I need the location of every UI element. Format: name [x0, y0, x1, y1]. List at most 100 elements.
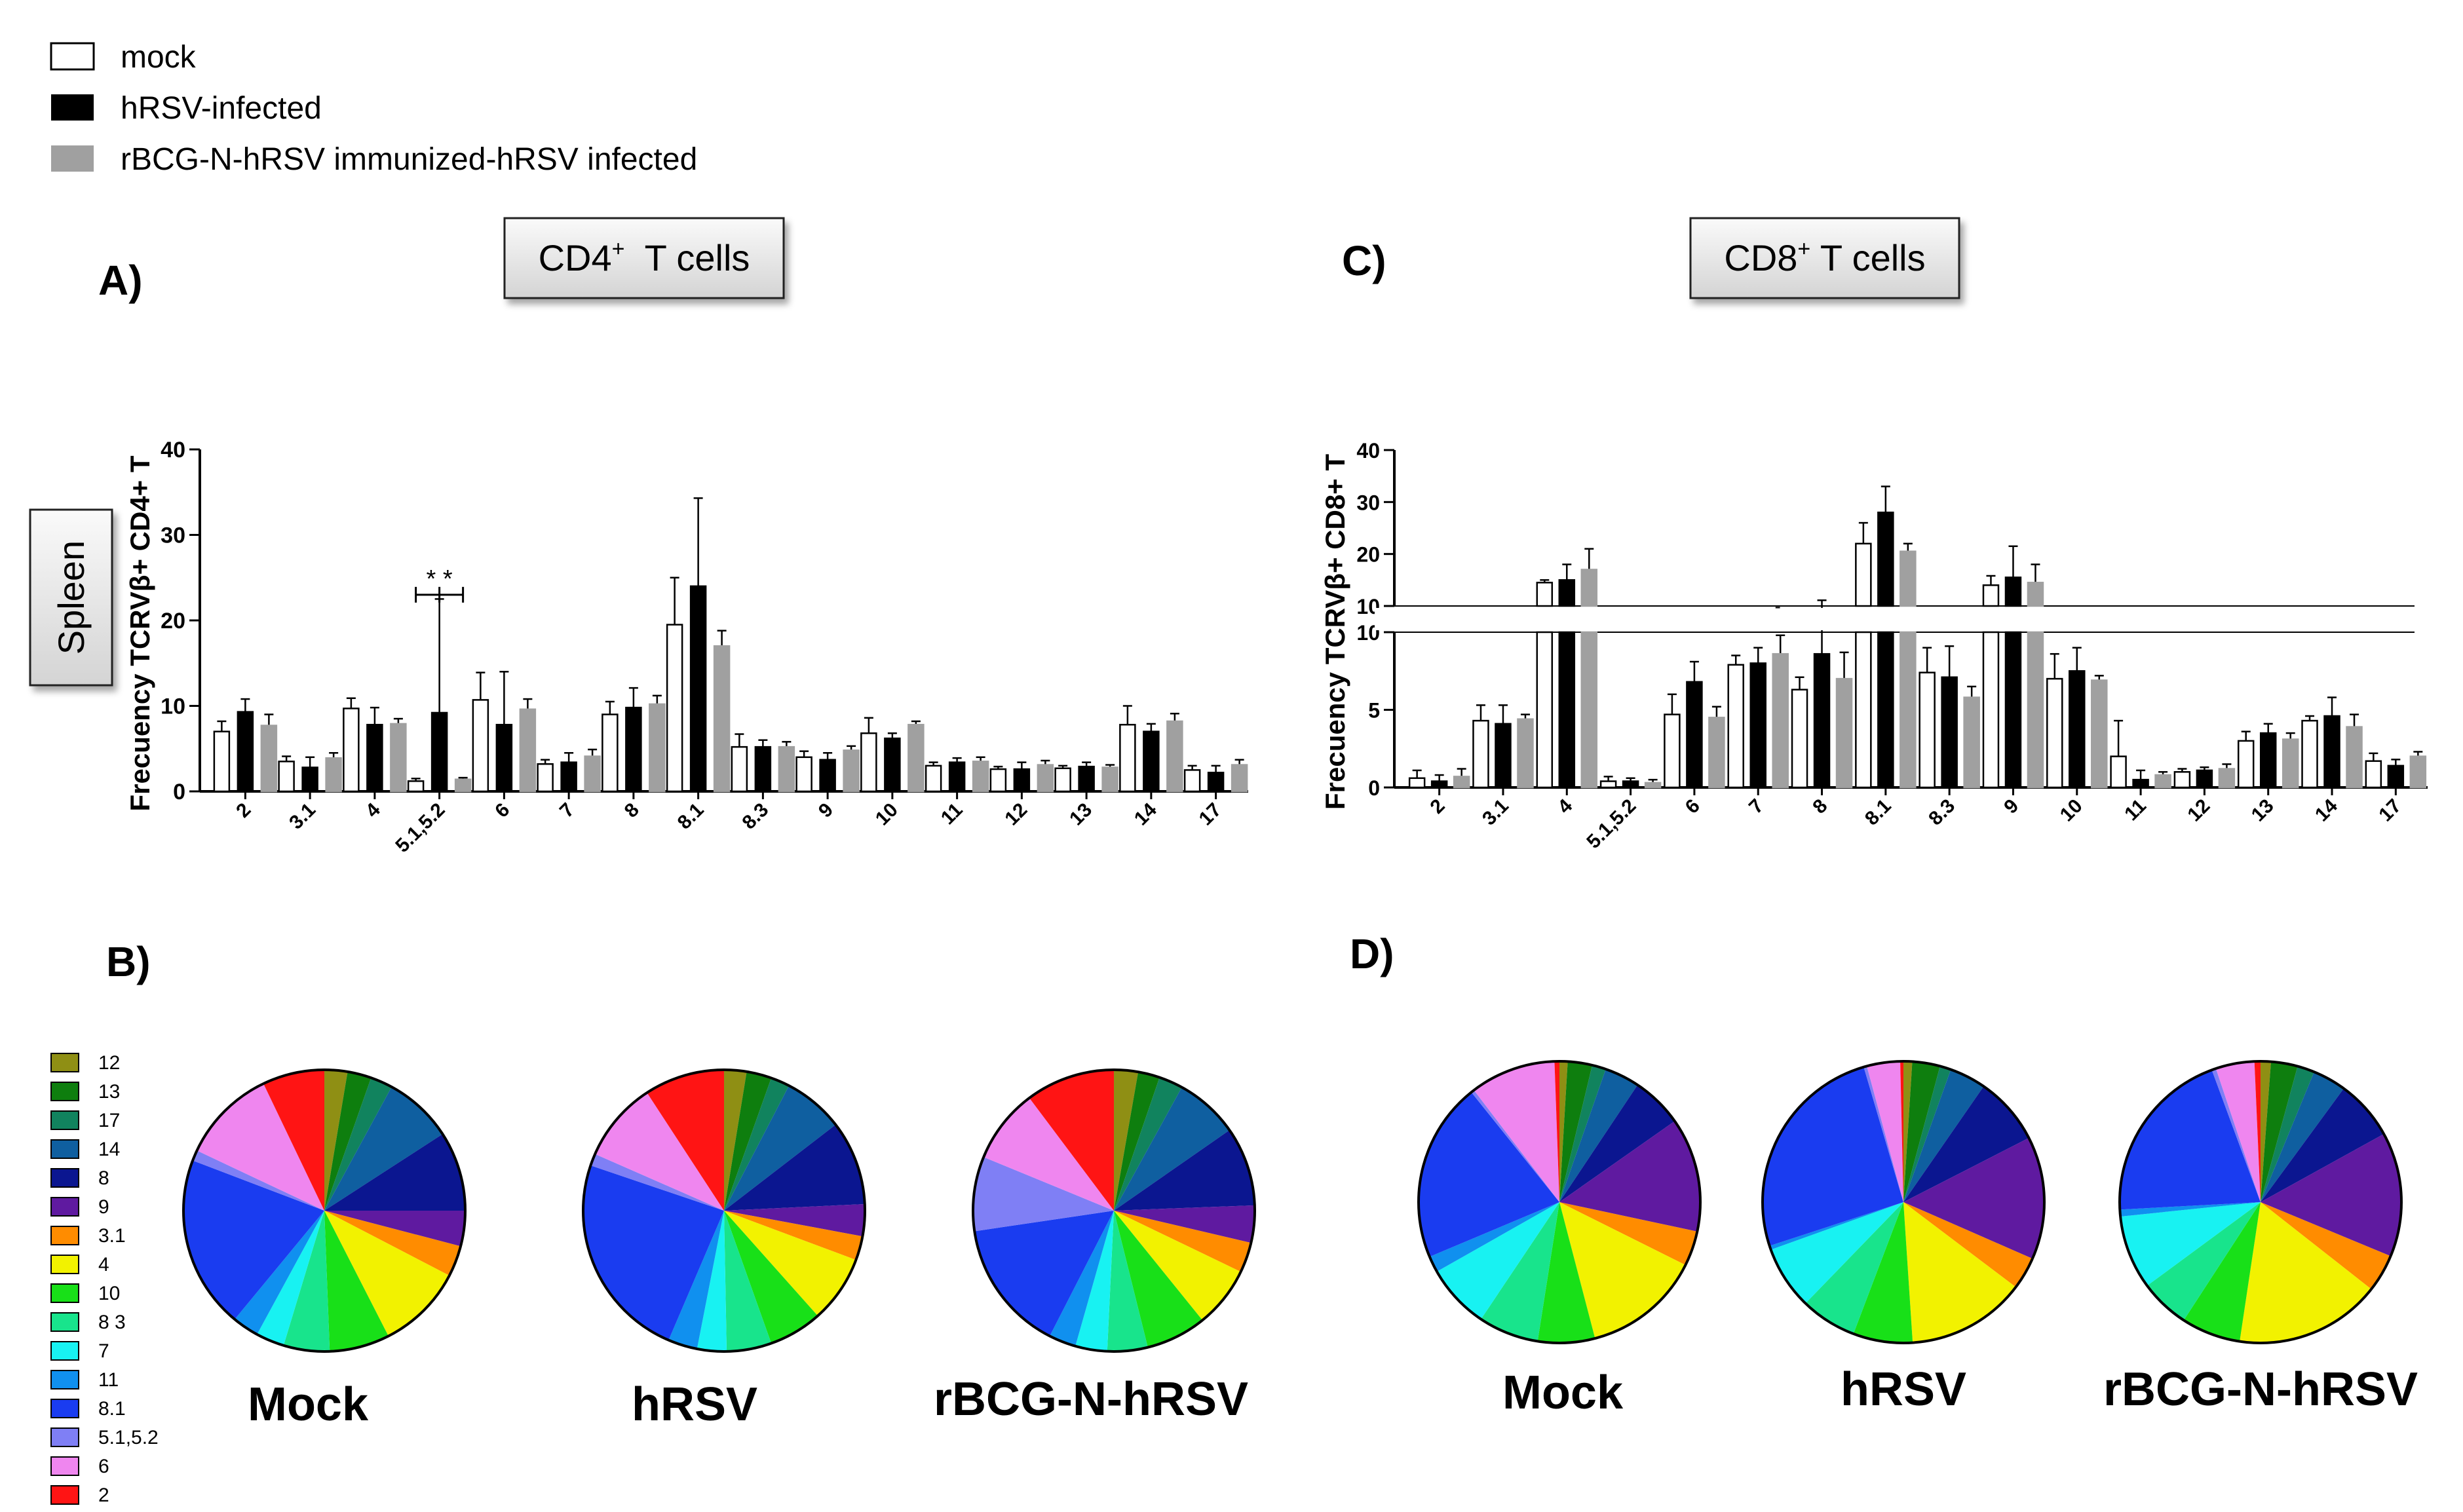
- pie-slice: [324, 1071, 372, 1211]
- pie-slice: [324, 1211, 461, 1276]
- pie-slice: [724, 1211, 818, 1344]
- cd4-title-suffix: T cells: [625, 237, 750, 278]
- svg-text:CD8+ T cells: CD8+ T cells: [1724, 236, 1925, 278]
- pie-slice: [324, 1070, 348, 1211]
- bar: [1644, 782, 1662, 789]
- bar: [325, 757, 342, 793]
- y-tick-label: 20: [1356, 543, 1380, 567]
- bar: [649, 703, 666, 793]
- pie-slice: [2261, 1066, 2314, 1202]
- x-tick-label: 13: [1065, 799, 1096, 830]
- pie-slice: [1559, 1061, 1568, 1202]
- bar: [278, 761, 295, 793]
- pie-slice: [1114, 1072, 1160, 1211]
- y-tick-label: 20: [161, 609, 185, 633]
- pie-slice: [1559, 1068, 1638, 1202]
- cd8-title-text: CD8: [1724, 237, 1797, 278]
- x-tick-label: 14: [2311, 795, 2342, 825]
- pie-slice: [1114, 1130, 1255, 1211]
- bar: [2346, 726, 2363, 789]
- pie-slice: [2211, 1068, 2261, 1202]
- bar-lower: [1900, 631, 1917, 789]
- pie-slice: [1114, 1087, 1230, 1211]
- x-tick-label: 4: [362, 799, 385, 822]
- pie-slice: [1050, 1211, 1114, 1346]
- pie-slice: [595, 1092, 724, 1211]
- pie-slice: [324, 1211, 465, 1247]
- pie-legend-label: 2: [98, 1484, 109, 1506]
- pie-label: rBCG-N-hRSV: [2103, 1363, 2418, 1416]
- bar: [1599, 780, 1617, 789]
- bar: [843, 749, 860, 793]
- pie-slice: [1481, 1202, 1559, 1342]
- x-tick-label: 12: [1001, 799, 1031, 830]
- pie-slice: [1763, 1067, 1903, 1246]
- pie-slice: [668, 1211, 724, 1350]
- pie-slice: [263, 1070, 324, 1211]
- pie-legend-label: 4: [98, 1254, 109, 1276]
- panel-letter-d: D): [1350, 930, 1394, 977]
- x-tick-label: 8: [1808, 795, 1831, 818]
- bar-lower: [1558, 631, 1576, 789]
- pie-slice: [697, 1211, 727, 1351]
- pie-slice: [1114, 1211, 1203, 1348]
- pie-slice: [1903, 1066, 1951, 1202]
- x-tick-label: 5.1,5.2: [391, 799, 449, 857]
- bar: [1472, 719, 1489, 789]
- pie-slice: [1114, 1077, 1182, 1211]
- bar-lower: [1536, 631, 1554, 789]
- pie-legend-swatch: [50, 1139, 79, 1159]
- pie-slice: [590, 1154, 724, 1211]
- pie-label: Mock: [248, 1378, 369, 1431]
- pie-slice: [1559, 1065, 1606, 1202]
- svg-text:CD4+ T cells: CD4+ T cells: [539, 236, 750, 278]
- top-legend: mock hRSV-infected rBCG-N-hRSV immunized…: [50, 40, 697, 177]
- pie-slice: [1114, 1070, 1139, 1211]
- pie-legend-swatch: [50, 1427, 79, 1447]
- cd4-title-box: CD4+ T cells: [503, 217, 785, 299]
- pie-label: rBCG-N-hRSV: [934, 1373, 1248, 1426]
- bar: [260, 725, 278, 793]
- pie-legend-label: 5.1,5.2: [98, 1427, 159, 1448]
- x-tick-label: 7: [556, 799, 579, 822]
- pie-slice: [2120, 1070, 2261, 1210]
- pie-slice: [324, 1087, 443, 1211]
- bar: [430, 711, 448, 793]
- bar: [1078, 765, 1095, 793]
- bar: [1686, 681, 1703, 789]
- y-axis-label: Frecuency TCRVβ+ CD4+ T: [124, 455, 155, 811]
- pie-outline: [972, 1068, 1256, 1353]
- pie-slice: [1429, 1202, 1559, 1272]
- pie-slice: [1559, 1121, 1700, 1232]
- y-tick-label: 40: [161, 438, 185, 463]
- x-tick-label: 6: [1681, 795, 1704, 818]
- pie-outline: [1761, 1060, 2046, 1344]
- bar: [2173, 771, 2191, 789]
- pie-slice: [1114, 1211, 1241, 1321]
- pie-slice: [983, 1097, 1114, 1211]
- cd8-title-sup: +: [1797, 236, 1810, 261]
- pie-slice: [324, 1211, 389, 1351]
- bar: [2259, 732, 2277, 789]
- bar: [560, 761, 577, 793]
- pie-legend-swatch: [50, 1370, 79, 1389]
- x-tick-label: 12: [2183, 795, 2214, 826]
- panel-letter-c: C): [1342, 237, 1386, 284]
- y-axis-label: Frecuency TCRVβ+ CD8+ T: [1320, 454, 1350, 810]
- legend-label-mock: mock: [121, 40, 197, 75]
- y-tick-label: 0: [173, 780, 185, 804]
- panel-letter-a: A): [98, 257, 143, 304]
- pie-legend-label: 8: [98, 1167, 109, 1189]
- x-tick-label: 7: [1745, 795, 1768, 818]
- pie-slice: [2261, 1202, 2391, 1289]
- pie-slice: [197, 1084, 324, 1211]
- y-tick-label: 10: [161, 694, 185, 719]
- bar-upper: [2027, 582, 2044, 607]
- axis-break-tick: -: [1775, 596, 1781, 616]
- pie-slice: [257, 1211, 324, 1346]
- bar: [1183, 769, 1201, 793]
- bar: [1143, 730, 1160, 793]
- bar: [2046, 677, 2063, 789]
